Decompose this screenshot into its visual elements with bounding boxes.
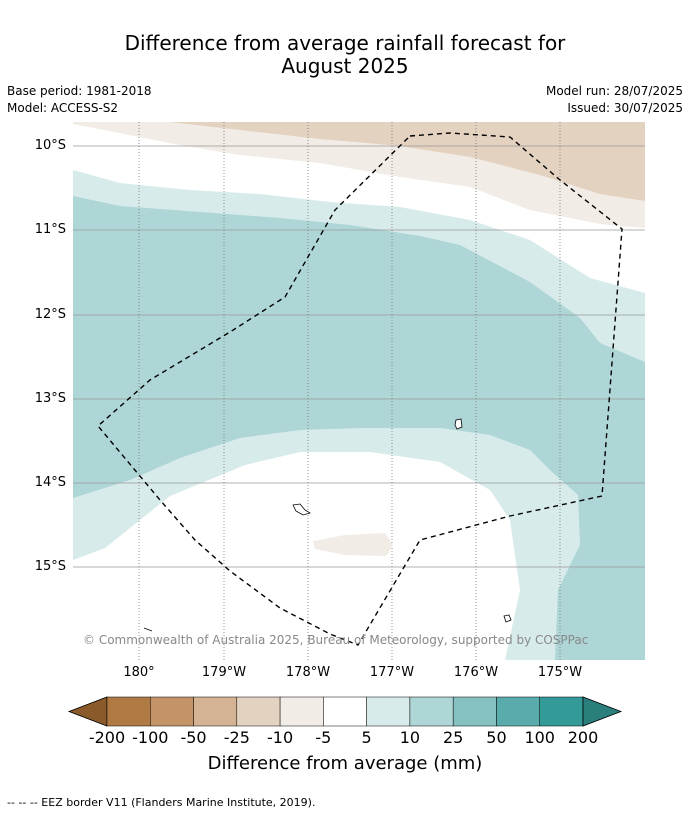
lat-label-13s: 13°S <box>34 391 66 406</box>
colorbar-tick-label: 200 <box>567 728 599 747</box>
colorbar-extend-high <box>582 696 623 727</box>
copyright-notice: © Commonwealth of Australia 2025, Bureau… <box>83 633 589 647</box>
colorbar-extend-low <box>67 696 108 727</box>
model-run-label: Model run: 28/07/2025 <box>545 84 683 98</box>
lat-label-11s: 11°S <box>34 222 66 237</box>
colorbar-tick-label: 25 <box>442 728 464 747</box>
map-title-line1: Difference from average rainfall forecas… <box>124 31 566 55</box>
colorbar-tick-label: -5 <box>315 728 332 747</box>
colorbar-tick-label: -200 <box>88 728 126 747</box>
lon-label-179w: 179°W <box>201 665 247 680</box>
eez-border <box>97 132 623 646</box>
colorbar-segment <box>539 696 584 727</box>
lon-label-175w: 175°W <box>537 665 583 680</box>
colorbar-segment <box>279 696 324 727</box>
island-patch <box>313 533 393 556</box>
island-outline <box>454 418 463 430</box>
eez-legend-note: -- -- -- EEZ border V11 (Flanders Marine… <box>7 796 316 809</box>
colorbar-segment <box>236 696 281 727</box>
dry-region <box>170 122 645 201</box>
map-title-line2: August 2025 <box>281 54 409 78</box>
colorbar-tick-label: -100 <box>132 728 169 747</box>
lat-label-12s: 12°S <box>34 307 66 322</box>
lon-label-177w: 177°W <box>369 665 415 680</box>
colorbar-tick-label: -25 <box>223 728 250 747</box>
model-label: Model: ACCESS-S2 <box>7 101 119 115</box>
lat-label-15s: 15°S <box>34 559 66 574</box>
colorbar-tick-label: 10 <box>399 728 421 747</box>
issued-label: Issued: 30/07/2025 <box>567 101 683 115</box>
colorbar-segment <box>366 696 411 727</box>
colorbar-segment <box>150 696 194 727</box>
colorbar-label: Difference from average (mm) <box>207 753 483 774</box>
colorbar-segment <box>106 696 151 727</box>
island-outline <box>292 503 311 516</box>
colorbar-segment <box>323 696 367 727</box>
colorbar-tick-label: 5 <box>361 728 372 747</box>
colorbar-segment <box>409 696 454 727</box>
lon-label-178w: 178°W <box>285 665 331 680</box>
colorbar-segment <box>193 696 238 727</box>
base-period-label: Base period: 1981-2018 <box>7 84 152 98</box>
island-outline <box>143 627 153 632</box>
colorbar-tick-label: 50 <box>486 728 507 747</box>
island-outline <box>503 614 512 623</box>
lon-label-176w: 176°W <box>453 665 499 680</box>
colorbar-segment <box>496 696 540 727</box>
colorbar-tick-label: -50 <box>180 728 207 747</box>
lat-label-14s: 14°S <box>34 475 66 490</box>
colorbar-segment <box>452 696 497 727</box>
lon-label-180: 180° <box>123 665 155 680</box>
latitude-gridlines <box>73 145 645 568</box>
colorbar-tick-label: 100 <box>524 728 555 747</box>
wet-medium-region <box>73 196 645 660</box>
colorbar-tick-label: -10 <box>267 728 294 747</box>
lat-label-10s: 10°S <box>34 138 66 153</box>
